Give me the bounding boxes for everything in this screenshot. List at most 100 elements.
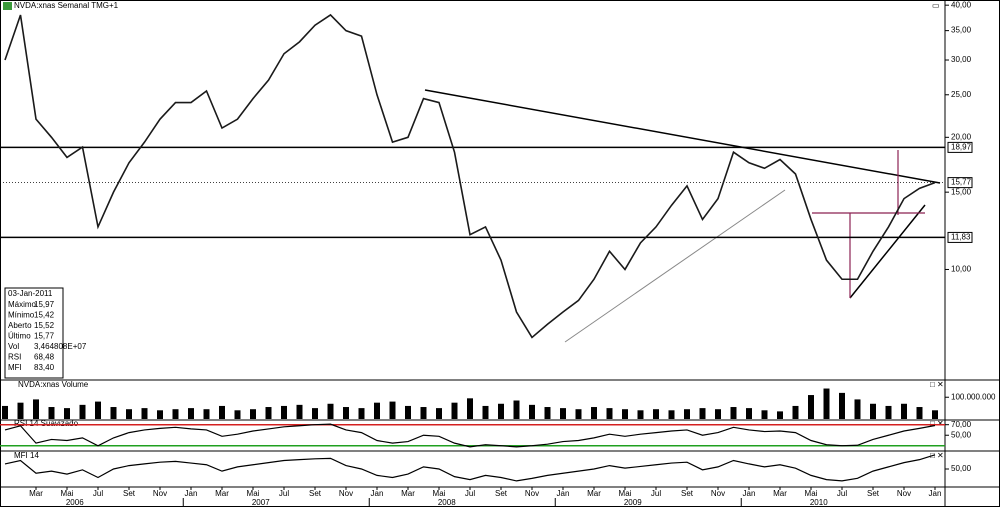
volume-bar	[64, 408, 70, 419]
volume-bar	[591, 407, 597, 419]
x-tick-label: Set	[495, 489, 508, 498]
volume-bar	[172, 409, 179, 419]
volume-bar	[637, 410, 644, 419]
volume-bar	[17, 402, 24, 419]
trend-line	[849, 204, 926, 299]
x-tick-label: Mar	[773, 489, 787, 498]
level-label: 15,77	[951, 178, 972, 187]
app-icon	[3, 2, 12, 10]
volume-bar	[281, 405, 287, 419]
volume-bar	[126, 409, 132, 419]
info-label: Vol	[8, 342, 19, 351]
info-label: MFI	[8, 363, 22, 372]
chart-title[interactable]: NVDA:xnas Semanal TMG+1	[14, 1, 119, 10]
volume-bar	[48, 407, 55, 419]
x-tick-label: Mai	[433, 489, 446, 498]
x-tick-label: Jul	[93, 489, 103, 498]
volume-bar	[901, 403, 907, 419]
info-date: 03-Jan-2011	[8, 289, 53, 298]
volume-bar	[746, 408, 752, 419]
x-tick-label: Nov	[525, 489, 539, 498]
x-tick-label: Jan	[185, 489, 198, 498]
volume-bar	[575, 409, 582, 419]
level-label-box	[947, 231, 973, 243]
volume-bar	[250, 409, 256, 419]
volume-bar	[343, 407, 349, 419]
y-tick-label: 50,00	[951, 464, 972, 473]
volume-bar	[699, 408, 706, 419]
x-tick-label: Jan	[557, 489, 570, 498]
x-tick-label: Mai	[247, 489, 260, 498]
info-value: 3,464808E+07	[34, 342, 87, 351]
info-label: Último	[8, 332, 31, 341]
volume-bar	[451, 402, 458, 419]
volume-bar	[33, 399, 39, 419]
volume-bar	[684, 409, 690, 419]
x-tick-label: Jul	[651, 489, 661, 498]
level-label: 11,83	[951, 233, 971, 242]
volume-bar	[885, 405, 892, 419]
volume-bar	[653, 409, 659, 419]
y-tick-label: 30,00	[951, 55, 972, 64]
panel-button[interactable]: ▭	[932, 1, 940, 10]
volume-bar	[761, 410, 768, 419]
y-tick-label: 25,00	[951, 90, 972, 99]
volume-bar	[389, 401, 396, 419]
volume-bar	[265, 407, 272, 419]
x-tick-label: Set	[681, 489, 694, 498]
x-tick-label: Set	[309, 489, 322, 498]
series-line	[4, 454, 936, 482]
volume-bar	[312, 408, 318, 419]
info-value: 15,42	[34, 311, 55, 320]
volume-bar	[916, 407, 923, 419]
volume-bar	[854, 399, 861, 419]
x-tick-label: Set	[123, 489, 136, 498]
close-button[interactable]: □ ✕	[930, 419, 944, 428]
x-tick-label: Mai	[61, 489, 74, 498]
volume-bar	[2, 405, 8, 419]
volume-bar	[730, 407, 737, 419]
info-label: RSI	[8, 353, 21, 362]
x-tick-label: Jan	[929, 489, 942, 498]
volume-bar	[839, 392, 845, 419]
info-value: 15,77	[34, 332, 55, 341]
volume-bar	[808, 395, 814, 419]
level-label-box	[947, 177, 973, 189]
volume-bar	[498, 403, 504, 419]
volume-bar	[606, 408, 613, 419]
volume-bar	[622, 409, 628, 419]
year-label: 2008	[438, 498, 456, 507]
info-label: Máximo	[8, 300, 37, 309]
volume-bar	[405, 405, 411, 419]
x-tick-label: Mar	[29, 489, 43, 498]
info-value: 83,40	[34, 363, 55, 372]
info-box-frame	[4, 287, 64, 379]
volume-bar	[234, 410, 241, 419]
x-tick-label: Mai	[805, 489, 818, 498]
x-tick-label: Set	[867, 489, 880, 498]
volume-bar	[110, 407, 117, 419]
volume-bar	[823, 388, 830, 419]
info-value: 15,52	[34, 321, 55, 330]
volume-bar	[529, 404, 535, 419]
volume-bar	[327, 403, 334, 419]
info-value: 68,48	[34, 353, 55, 362]
volume-bar	[141, 408, 148, 419]
volume-bar	[374, 402, 380, 419]
volume-bar	[358, 408, 365, 419]
volume-bar	[870, 403, 876, 419]
close-button[interactable]: □ ✕	[930, 451, 944, 460]
x-tick-label: Jul	[465, 489, 475, 498]
volume-bar	[792, 405, 799, 419]
y-tick-label: 10,00	[951, 265, 972, 274]
x-tick-label: Nov	[897, 489, 911, 498]
volume-bar	[219, 405, 225, 419]
volume-bar	[420, 407, 427, 419]
volume-bar	[932, 410, 938, 419]
volume-bar	[436, 408, 442, 419]
info-label: Mínimo	[8, 311, 35, 320]
y-tick-label: 35,00	[951, 26, 972, 35]
close-button[interactable]: □ ✕	[930, 380, 944, 389]
x-tick-label: Nov	[339, 489, 353, 498]
